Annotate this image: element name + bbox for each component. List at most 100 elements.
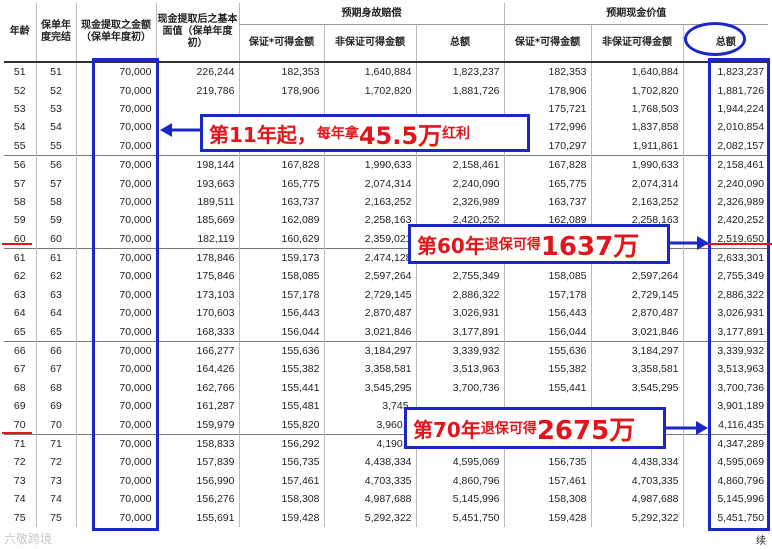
header-cash-guaranteed: 保证*可得金额 xyxy=(503,24,592,63)
table-cell: 4,595,069 xyxy=(682,453,769,472)
table-cell: 64 xyxy=(35,304,76,323)
table-cell: 157,178 xyxy=(238,285,324,305)
table-row: 75 75 70,000 155,691 159,428 5,292,322 5,451,7… xyxy=(4,508,769,527)
table-cell: 3,184,297 xyxy=(590,340,684,361)
table-cell: 3,700,736 xyxy=(415,378,505,398)
table-cell: 156,443 xyxy=(238,304,324,323)
table-cell: 55 xyxy=(13,139,26,152)
table-cell: 164,426 xyxy=(155,360,239,379)
table-cell: 53 xyxy=(35,99,76,119)
table-cell xyxy=(323,99,416,119)
header-age: 年龄 xyxy=(4,3,36,63)
table-cell: 2,886,322 xyxy=(415,285,505,305)
table-cell: 2,633,301 xyxy=(682,247,769,268)
table-cell: 182,353 xyxy=(503,60,592,82)
table-cell: 63 xyxy=(13,288,26,301)
table-cell: 2,010,854 xyxy=(682,118,769,137)
table-cell: 2,870,487 xyxy=(590,304,684,323)
table-row: 58 58 70,000 189,511 163,737 2,163,252 2,326,9… xyxy=(4,192,769,212)
table-cell: 163,737 xyxy=(238,192,324,212)
table-cell: 2,240,090 xyxy=(415,174,505,193)
table-cell: 3,358,581 xyxy=(590,360,684,379)
table-cell: 72 xyxy=(13,456,26,469)
table-cell: 65 xyxy=(35,322,76,342)
table-cell: 160,629 xyxy=(238,229,324,249)
table-cell: 2,597,264 xyxy=(323,267,416,286)
table-cell: 73 xyxy=(35,471,76,490)
table-cell: 64 xyxy=(13,307,26,320)
table-cell: 70,000 xyxy=(75,489,156,509)
table-cell: 70,000 xyxy=(75,415,156,435)
table-cell: 4,860,796 xyxy=(682,471,769,490)
table-cell: 71 xyxy=(4,433,36,454)
table-cell: 60 xyxy=(13,232,26,245)
table-cell: 4,703,335 xyxy=(323,471,416,490)
callout-annual-dividend: 第11年起， 每年拿 45.5万 红利 xyxy=(200,114,530,152)
callout-2-text-b: 退保可得 xyxy=(484,237,541,253)
table-cell: 70 xyxy=(13,418,26,431)
total-column-highlight xyxy=(708,58,770,531)
table-cell: 156,044 xyxy=(503,322,592,342)
table-cell: 70,000 xyxy=(75,397,156,416)
table-cell: 159,428 xyxy=(238,508,324,527)
table-cell: 1,990,633 xyxy=(323,154,416,175)
table-cell: 70,000 xyxy=(75,174,156,193)
table-cell: 5,292,322 xyxy=(590,508,684,527)
table-cell: 3,177,891 xyxy=(682,322,769,342)
table-cell: 55 xyxy=(35,136,76,156)
table-cell: 59 xyxy=(13,214,26,227)
callout-3-text-c: 2675万 xyxy=(536,415,636,446)
table-cell: 166,277 xyxy=(155,340,239,361)
table-cell: 56 xyxy=(4,154,36,175)
table-cell: 3,901,189 xyxy=(682,397,769,416)
table-row: 52 52 70,000 219,786 178,906 1,702,820 1,881,7… xyxy=(4,81,769,100)
table-cell: 5,145,996 xyxy=(415,489,505,509)
table-cell: 178,906 xyxy=(503,81,592,100)
header-death-non-guaranteed: 非保证可得金额 xyxy=(323,24,416,63)
table-row: 64 64 70,000 170,603 156,443 2,870,487 3,026,9… xyxy=(4,304,769,323)
table-cell: 70,000 xyxy=(75,285,156,305)
table-cell: 175,721 xyxy=(503,99,592,119)
table-cell: 162,089 xyxy=(238,211,324,230)
table-cell: 161,287 xyxy=(155,397,239,416)
header-policy-year: 保单年度完结 xyxy=(35,3,76,63)
table-row: 51 51 70,000 226,244 182,353 1,640,884 1,823,2… xyxy=(4,60,769,82)
table-cell: 175,846 xyxy=(155,267,239,286)
table-cell: 158,308 xyxy=(238,489,324,509)
table-cell: 3,358,581 xyxy=(323,360,416,379)
table-cell: 70,000 xyxy=(75,118,156,137)
table-cell: 5,451,750 xyxy=(415,508,505,527)
table-cell: 165,775 xyxy=(503,174,592,193)
table-cell: 52 xyxy=(35,81,76,100)
table-row: 74 74 70,000 156,276 158,308 4,987,688 5,145,9… xyxy=(4,489,769,509)
arrow-left-icon xyxy=(160,123,202,137)
table-cell: 3,026,931 xyxy=(682,304,769,323)
table-cell: 60 xyxy=(35,229,76,249)
table-cell: 158,308 xyxy=(503,489,592,509)
table-cell: 1,911,861 xyxy=(590,136,684,156)
table-cell: 61 xyxy=(4,247,36,268)
table-cell: 1,702,820 xyxy=(323,81,416,100)
table-cell: 67 xyxy=(35,360,76,379)
table-cell: 155,820 xyxy=(238,415,324,435)
table-cell: 5,292,322 xyxy=(323,508,416,527)
table-cell: 159,173 xyxy=(238,247,324,268)
table-row: 65 65 70,000 168,333 156,044 3,021,846 3,177,8… xyxy=(4,322,769,342)
table-cell: 193,663 xyxy=(155,174,239,193)
table-row: 66 66 70,000 166,277 155,636 3,184,297 3,339,9… xyxy=(4,340,769,361)
table-cell: 2,755,349 xyxy=(682,267,769,286)
table-cell: 57 xyxy=(35,174,76,193)
table-cell: 70,000 xyxy=(75,99,156,119)
table-cell: 62 xyxy=(35,267,76,286)
table-cell: 182,353 xyxy=(238,60,324,82)
table-cell: 1,837,858 xyxy=(590,118,684,137)
table-cell: 68 xyxy=(35,378,76,398)
table-cell: 3,513,963 xyxy=(682,360,769,379)
table-cell: 158,085 xyxy=(503,267,592,286)
table-cell: 173,103 xyxy=(155,285,239,305)
table-row: 73 73 70,000 156,990 157,461 4,703,335 4,860,7… xyxy=(4,471,769,490)
table-cell: 1,881,726 xyxy=(682,81,769,100)
header-death-benefit-group: 预期身故赔偿 xyxy=(238,3,505,25)
table-cell: 185,669 xyxy=(155,211,239,230)
callout-2-text-c: 1637万 xyxy=(540,231,640,262)
